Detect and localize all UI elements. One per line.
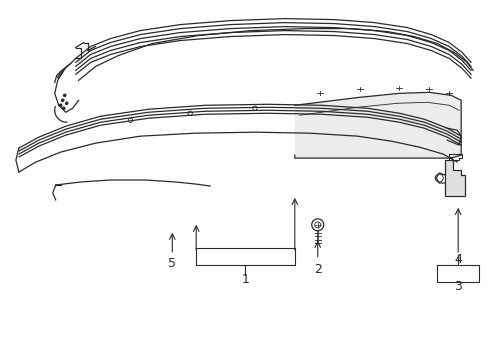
Text: 2: 2 <box>313 263 321 276</box>
Circle shape <box>61 99 64 102</box>
Polygon shape <box>444 160 464 196</box>
Text: 5: 5 <box>168 257 176 270</box>
Text: 3: 3 <box>453 280 461 293</box>
Circle shape <box>62 107 65 110</box>
Circle shape <box>59 103 62 107</box>
Polygon shape <box>294 92 460 158</box>
Circle shape <box>65 102 68 105</box>
Text: 4: 4 <box>453 253 461 266</box>
Circle shape <box>63 94 66 97</box>
Text: 1: 1 <box>242 273 249 286</box>
